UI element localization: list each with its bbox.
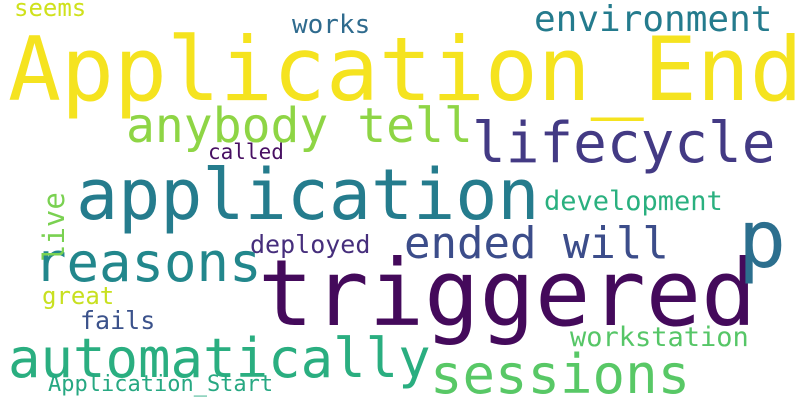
word-called: called	[208, 140, 284, 164]
word-seems: seems	[14, 0, 87, 22]
word-live: live	[37, 192, 71, 262]
word-sessions: sessions	[430, 343, 691, 400]
word-anybody-tell: anybody tell	[126, 98, 473, 154]
word-fails: fails	[80, 306, 156, 335]
word-development: development	[544, 186, 723, 217]
word-works: works	[292, 10, 371, 40]
word-application-end: Application_End	[8, 18, 800, 121]
word-application-start: Application_Start	[48, 372, 274, 397]
word-environment: environment	[534, 0, 773, 40]
word-lifecycle: lifecycle	[472, 111, 776, 176]
word-ended-will: ended will	[404, 218, 669, 269]
word-workstation: workstation	[570, 322, 749, 353]
word-automatically: automatically	[8, 327, 431, 390]
word-application: application	[76, 154, 540, 236]
word-p: p	[738, 193, 787, 286]
word-deployed: deployed	[250, 230, 371, 259]
word-reasons: reasons	[34, 231, 262, 294]
word-triggered: triggered	[258, 240, 757, 347]
word-great: great	[42, 282, 115, 310]
